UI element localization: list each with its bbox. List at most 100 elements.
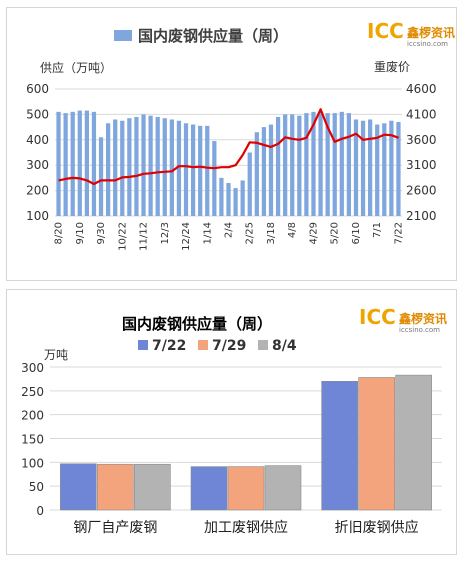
y-left-tick: 200 bbox=[26, 184, 49, 198]
supply-bar bbox=[268, 124, 274, 216]
y-left-tick: 100 bbox=[26, 209, 49, 223]
supply-bar bbox=[155, 116, 160, 216]
y-tick: 150 bbox=[21, 433, 44, 447]
icc-logo: ICC 鑫椤资讯 iccsino.com bbox=[367, 19, 455, 48]
supply-bar bbox=[375, 124, 380, 216]
legend-label: 7/29 bbox=[212, 338, 246, 354]
legend: 7/22 7/29 8/4 bbox=[138, 338, 297, 354]
x-tick-label: 3/18 bbox=[266, 222, 277, 244]
supply-bar bbox=[346, 113, 352, 216]
x-tick-label: 12/24 bbox=[181, 222, 192, 251]
y-tick: 200 bbox=[21, 409, 44, 423]
supply-bar bbox=[321, 381, 358, 511]
supply-bar bbox=[70, 111, 75, 216]
y-right-tick: 2100 bbox=[406, 209, 437, 223]
y-tick: 50 bbox=[29, 480, 44, 494]
supply-bar bbox=[233, 188, 238, 216]
y-tick: 0 bbox=[36, 504, 44, 518]
x-tick-label: 1/14 bbox=[202, 222, 213, 244]
y-left-tick: 600 bbox=[26, 82, 49, 96]
icc-logo: ICC 鑫椤资讯 iccsino.com bbox=[359, 305, 447, 334]
supply-bar bbox=[368, 119, 373, 216]
supply-bar bbox=[325, 113, 330, 216]
legend-swatch bbox=[258, 340, 268, 350]
supply-bar bbox=[332, 113, 337, 216]
supply-bar bbox=[205, 125, 210, 216]
legend-label: 8/4 bbox=[272, 338, 297, 354]
chart-panel-2: 国内废钢供应量（周） ICC 鑫椤资讯 iccsino.com 7/22 7/29… bbox=[6, 289, 457, 555]
supply-bar bbox=[395, 374, 432, 511]
x-tick-label: 6/10 bbox=[351, 222, 362, 244]
supply-bar bbox=[311, 111, 316, 216]
supply-bar bbox=[127, 118, 132, 216]
supply-bar bbox=[84, 110, 89, 216]
supply-bar bbox=[120, 120, 125, 216]
chart-panel-1: ICC 鑫椤资讯 iccsino.com 国内废钢供应量（周） 供应（万吨） 重… bbox=[6, 7, 457, 281]
y-left-tick: 500 bbox=[26, 107, 49, 121]
x-tick-label: 9/10 bbox=[75, 222, 86, 244]
supply-bar bbox=[353, 119, 359, 216]
y-right-tick: 4600 bbox=[406, 82, 437, 96]
supply-bar bbox=[360, 120, 366, 216]
category-label: 钢厂自产废钢 bbox=[73, 520, 157, 536]
supply-bar bbox=[190, 124, 196, 216]
logo-cn-text: 鑫椤资讯 bbox=[406, 25, 455, 40]
y-tick: 100 bbox=[21, 456, 44, 470]
supply-bar bbox=[226, 182, 231, 216]
y-tick: 300 bbox=[21, 361, 44, 375]
legend-label: 7/22 bbox=[152, 338, 186, 354]
y-right-tick: 3600 bbox=[406, 133, 437, 147]
supply-bar bbox=[134, 116, 139, 216]
legend-swatch-bars bbox=[114, 30, 132, 41]
supply-bar bbox=[304, 113, 309, 216]
x-tick-label: 7/22 bbox=[393, 222, 404, 244]
x-tick-label: 8/20 bbox=[54, 222, 65, 244]
x-tick-label: 2/25 bbox=[245, 222, 256, 244]
supply-bar bbox=[396, 122, 401, 216]
price-line bbox=[58, 108, 399, 186]
x-tick-label: 10/22 bbox=[117, 222, 128, 251]
logo-url-text: iccsino.com bbox=[407, 40, 448, 48]
y-left-label: 供应（万吨） bbox=[40, 60, 112, 75]
x-tick-label: 7/1 bbox=[372, 222, 383, 238]
x-tick-label: 9/30 bbox=[96, 222, 107, 244]
supply-bar bbox=[254, 132, 259, 216]
y-left-tick: 400 bbox=[26, 133, 49, 147]
legend-swatch bbox=[138, 340, 148, 350]
logo-icc-text: ICC bbox=[359, 305, 396, 329]
supply-bar bbox=[176, 120, 182, 216]
y-right-tick: 4100 bbox=[406, 107, 437, 121]
supply-bar bbox=[169, 119, 174, 216]
chart-2-title: 国内废钢供应量（周） bbox=[122, 315, 272, 333]
supply-bar bbox=[98, 137, 104, 216]
supply-price-chart: ICC 鑫椤资讯 iccsino.com 国内废钢供应量（周） 供应（万吨） 重… bbox=[26, 19, 455, 251]
x-tick-label: 12/3 bbox=[160, 222, 171, 244]
supply-bar bbox=[275, 116, 281, 216]
supply-bar bbox=[290, 114, 295, 216]
supply-bar bbox=[247, 152, 252, 216]
supply-bar bbox=[113, 119, 118, 216]
legend-swatch bbox=[198, 340, 208, 350]
x-tick-label: 4/8 bbox=[287, 222, 298, 238]
supply-bar bbox=[63, 113, 68, 216]
supply-bar bbox=[358, 377, 395, 511]
supply-bar bbox=[318, 111, 323, 216]
y-right-tick: 2600 bbox=[406, 184, 437, 198]
supply-bar bbox=[219, 177, 224, 216]
supply-bar bbox=[297, 115, 302, 216]
legend: 国内废钢供应量（周） bbox=[114, 27, 288, 45]
x-tick-label: 5/20 bbox=[330, 222, 341, 244]
x-tick-label: 2/4 bbox=[224, 222, 235, 238]
x-tick-label: 11/12 bbox=[139, 222, 150, 251]
supply-bar bbox=[198, 125, 203, 216]
supply-bar bbox=[212, 141, 217, 216]
supply-bar bbox=[339, 111, 344, 216]
y-left-tick: 300 bbox=[26, 158, 49, 172]
supply-bar bbox=[56, 111, 61, 216]
supply-bar bbox=[134, 463, 171, 511]
logo-cn-text: 鑫椤资讯 bbox=[398, 311, 447, 326]
supply-bar bbox=[141, 114, 146, 216]
x-tick-label: 4/29 bbox=[308, 222, 319, 244]
supply-bar bbox=[283, 114, 288, 216]
y-right-label: 重废价 bbox=[374, 59, 410, 74]
